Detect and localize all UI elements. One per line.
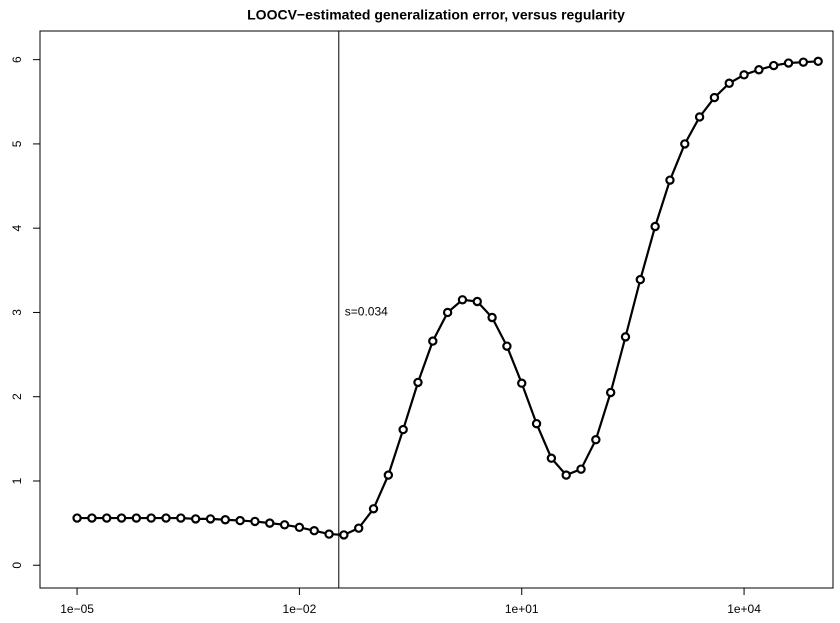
point [531,418,542,429]
point [472,296,482,307]
y-tick-label: 6 [10,56,24,63]
point [353,523,364,533]
y-tick-label: 3 [10,309,24,316]
point [176,513,186,523]
point [457,295,468,305]
point [813,56,823,67]
point [220,515,230,525]
point [131,513,142,523]
y-tick-label: 0 [10,562,24,569]
point [739,70,749,80]
point [102,513,112,523]
point [339,530,349,540]
point [754,65,764,75]
point [265,518,275,528]
plot-box [39,30,834,589]
point [487,312,497,323]
point [309,525,319,536]
point [724,78,734,88]
point [650,221,660,232]
x-tick-label: 1e−05 [60,602,94,616]
series-line [77,60,819,537]
point [146,513,156,523]
point [576,464,586,474]
x-tick-label: 1e+01 [505,602,539,616]
point [324,529,334,539]
point [517,378,527,388]
x-tick-label: 1e+04 [727,602,761,616]
point [72,513,82,523]
point [413,377,423,388]
point [205,514,216,524]
point [383,470,394,480]
point [116,513,127,523]
point [783,58,794,68]
point [709,92,720,103]
point [561,470,571,480]
x-tick-label: 1e−02 [283,602,317,616]
chart-title: LOOCV−estimated generalization error, ve… [247,7,625,23]
point [161,513,171,523]
y-tick-label: 1 [10,477,24,484]
point [368,504,379,514]
point [87,513,97,523]
point [605,387,616,398]
y-tick-label: 5 [10,140,24,147]
point [769,60,779,71]
point [442,307,453,318]
point [428,336,438,346]
point [190,514,201,524]
point [591,434,601,445]
point [680,139,690,149]
point [665,175,675,185]
point [798,57,809,67]
point [620,332,631,342]
point [694,112,705,122]
y-tick-label: 4 [10,225,24,232]
point [294,522,305,533]
y-tick-label: 2 [10,393,24,400]
point [279,520,290,530]
point [235,515,245,526]
point [502,341,512,351]
annotation: s=0.034 [345,305,388,319]
point [398,424,408,435]
point [546,453,557,463]
point [635,274,646,285]
point [250,516,260,527]
